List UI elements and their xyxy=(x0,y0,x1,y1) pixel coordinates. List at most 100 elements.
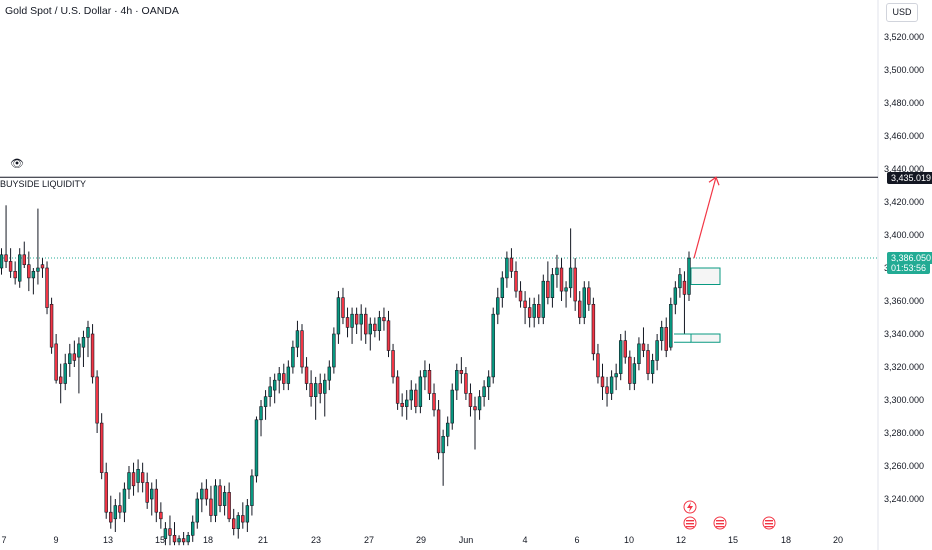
price-tick-label: 3,340.000 xyxy=(883,329,925,339)
candle-up xyxy=(564,287,568,292)
candle-down xyxy=(231,518,236,529)
candle-down xyxy=(468,393,473,407)
candle-up xyxy=(313,383,318,397)
candle-up xyxy=(687,257,691,295)
candle-up xyxy=(213,485,218,516)
price-tick-label: 3,520.000 xyxy=(883,32,925,42)
candle-up xyxy=(441,435,445,454)
candle-up xyxy=(113,505,118,520)
candle-down xyxy=(22,254,26,266)
time-tick-label: 20 xyxy=(832,535,844,545)
candle-up xyxy=(637,343,641,364)
candle-up xyxy=(254,419,259,477)
us-flag-stripe xyxy=(765,526,773,528)
candle-up xyxy=(295,330,300,348)
candle-down xyxy=(641,343,646,351)
eye-icon[interactable]: 👁 xyxy=(10,158,24,170)
candle-down xyxy=(578,300,582,318)
candle-down xyxy=(282,373,286,384)
candle-down xyxy=(300,330,304,368)
time-tick-label: 15 xyxy=(154,535,166,545)
candle-up xyxy=(195,498,199,523)
candle-up xyxy=(277,373,281,381)
demand-zone-box xyxy=(690,333,721,343)
target-arrow-line xyxy=(693,177,717,259)
candle-up xyxy=(350,313,354,328)
candle-down xyxy=(90,333,95,378)
us-flag-stripe xyxy=(765,520,773,522)
candle-up xyxy=(150,488,154,500)
candle-up xyxy=(68,353,72,364)
time-tick-label: 4 xyxy=(522,535,528,545)
candle-up xyxy=(377,317,382,331)
candle-down xyxy=(364,313,368,335)
price-tick-label: 3,440.000 xyxy=(883,164,925,174)
candle-down xyxy=(4,254,8,262)
candle-down xyxy=(227,492,231,520)
candle-down xyxy=(45,267,49,308)
candle-up xyxy=(122,488,127,513)
us-flag-stripe xyxy=(686,523,694,525)
candle-up xyxy=(77,343,81,358)
candle-up xyxy=(177,538,181,543)
candle-down xyxy=(40,264,45,269)
candle-down xyxy=(318,383,322,394)
candle-down xyxy=(596,353,600,378)
candle-up xyxy=(477,396,482,411)
candle-down xyxy=(518,290,523,302)
candle-up xyxy=(582,287,586,318)
candle-up xyxy=(136,468,140,483)
us-flag-stripe xyxy=(716,523,724,525)
candle-up xyxy=(423,369,427,378)
candle-down xyxy=(395,376,400,404)
candle-up xyxy=(323,379,327,394)
time-tick-label: 23 xyxy=(310,535,322,545)
candle-up xyxy=(63,363,67,384)
us-flag-stripe xyxy=(716,520,724,522)
candle-down xyxy=(559,267,564,292)
price-tick-label: 3,460.000 xyxy=(883,131,925,141)
candle-up xyxy=(491,313,495,378)
candle-up xyxy=(614,373,618,378)
candle-up xyxy=(127,472,131,490)
lightning-bolt xyxy=(687,502,693,512)
candle-down xyxy=(27,264,31,279)
candle-up xyxy=(236,515,240,529)
time-tick-label: 27 xyxy=(363,535,375,545)
candle-up xyxy=(418,376,423,407)
candle-down xyxy=(168,528,172,536)
candle-down xyxy=(432,393,436,411)
candle-down xyxy=(241,515,245,523)
candle-up xyxy=(555,267,559,275)
candle-down xyxy=(118,505,122,513)
chart-title: Gold Spot / U.S. Dollar · 4h · OANDA xyxy=(5,5,179,17)
candle-up xyxy=(259,406,263,421)
candle-down xyxy=(72,353,77,361)
candle-down xyxy=(546,280,550,299)
candle-down xyxy=(49,303,54,348)
candle-down xyxy=(373,323,377,332)
time-tick-label: 29 xyxy=(415,535,427,545)
candle-up xyxy=(81,336,86,348)
candle-up xyxy=(482,386,486,397)
candle-up xyxy=(650,360,655,374)
candle-down xyxy=(204,488,209,500)
candle-down xyxy=(623,340,627,358)
candle-up xyxy=(291,346,295,368)
candle-up xyxy=(659,327,664,341)
candle-up xyxy=(272,379,277,391)
candle-up xyxy=(532,303,536,318)
candle-up xyxy=(327,366,332,381)
time-tick-label: 18 xyxy=(202,535,214,545)
candle-up xyxy=(655,340,659,361)
currency-button[interactable]: USD xyxy=(886,3,918,22)
candle-down xyxy=(682,280,687,295)
demand-zone-box xyxy=(690,267,721,285)
candle-up xyxy=(669,303,673,348)
price-tick-label: 3,240.000 xyxy=(883,494,925,504)
candle-down xyxy=(159,511,163,520)
candle-down xyxy=(591,303,596,355)
candle-up xyxy=(245,505,250,523)
price-tick-label: 3,500.000 xyxy=(883,65,925,75)
